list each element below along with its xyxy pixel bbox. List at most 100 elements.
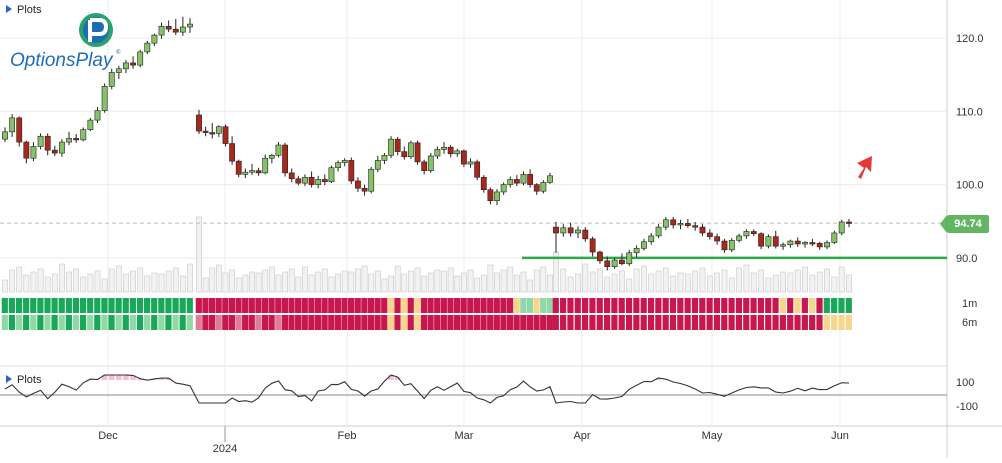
candle-body [179, 26, 186, 33]
volume-bar [758, 269, 764, 293]
expand-triangle-icon [6, 5, 12, 13]
volume-bar [196, 216, 202, 293]
heatmap-cell [567, 315, 574, 330]
volume-bar [59, 263, 65, 293]
heatmap-cell [44, 315, 51, 330]
heatmap-cell [202, 298, 209, 313]
volume-bar [341, 270, 348, 293]
plots-toggle-bottom[interactable]: Plots [6, 374, 41, 386]
heatmap-cell [295, 315, 302, 330]
heatmap-cell [750, 298, 757, 313]
volume-bar [94, 270, 101, 293]
candle-body [520, 174, 527, 184]
heatmap-cell [268, 315, 275, 330]
candle-body [59, 141, 65, 154]
heatmap-cell [348, 315, 355, 330]
volume-bar [222, 272, 229, 293]
volume-bar [335, 273, 341, 293]
heatmap-row-label-1m: 1m [962, 298, 978, 310]
candle-body [824, 242, 830, 248]
candle-body [196, 114, 202, 132]
plots-toggle-top[interactable]: Plots [6, 4, 41, 16]
candle-body [288, 172, 295, 180]
heatmap-cell [136, 298, 144, 313]
heatmap-cell [321, 315, 328, 330]
heatmap-cell [414, 298, 421, 313]
heatmap-cell [434, 315, 441, 330]
heatmap-cell [684, 315, 691, 330]
volume-bar [295, 276, 302, 293]
heatmap-cell [669, 315, 677, 330]
candle-body [23, 141, 30, 159]
candle-body [151, 34, 158, 44]
volume-bar [302, 266, 308, 293]
heatmap-cell [321, 298, 328, 313]
volume-bar [728, 277, 735, 293]
candle-body [187, 23, 193, 28]
heatmap-cell [427, 315, 434, 330]
heatmap-cell [713, 315, 721, 330]
heatmap-cell [787, 315, 794, 330]
heatmap-cell [655, 315, 662, 330]
heatmap-cell [625, 298, 633, 313]
heatmap-cell [647, 315, 655, 330]
heatmap-cell [79, 315, 87, 330]
volume-bar [547, 274, 553, 293]
candle-body [44, 135, 51, 151]
candle-body [87, 119, 94, 130]
bullish-arrow-icon [857, 156, 872, 179]
heatmap-cell [447, 298, 454, 313]
candle-body [355, 180, 361, 189]
volume-bar [533, 269, 540, 293]
heatmap-cell [381, 315, 388, 330]
heatmap-cell [574, 315, 581, 330]
candle-body [51, 149, 58, 154]
heatmap-cell [552, 315, 559, 330]
volume-bar [101, 278, 108, 293]
volume-bar [611, 273, 618, 293]
heatmap-cell [618, 315, 625, 330]
candle-body [809, 242, 816, 245]
volume-bar [137, 267, 144, 293]
volume-bar [187, 263, 193, 293]
heatmap-cell [202, 315, 209, 330]
volume-bar [394, 265, 401, 293]
heatmap-cell [136, 315, 144, 330]
x-tick-label: Apr [573, 430, 590, 442]
heatmap-cell [328, 315, 335, 330]
heatmap-cell [37, 315, 44, 330]
volume-bar [288, 268, 295, 293]
heatmap-cell [520, 315, 527, 330]
heatmap-cell [480, 298, 487, 313]
heatmap-cell [779, 315, 786, 330]
candle-body [414, 142, 421, 163]
heatmap-cell [845, 298, 852, 313]
candle-body [750, 231, 757, 235]
heatmap-cell [1, 298, 8, 313]
heatmap-cell [691, 298, 699, 313]
heatmap-cell [831, 315, 838, 330]
volume-bar [80, 276, 87, 293]
volume-bar [772, 274, 779, 293]
heatmap-cell [540, 315, 547, 330]
volume-bar [215, 264, 222, 293]
plots-toggle-top-label: Plots [17, 4, 42, 16]
volume-bar [421, 275, 428, 293]
volume-bar [582, 263, 589, 293]
heatmap-cell [87, 298, 94, 313]
volume-bar [202, 277, 209, 293]
candle-body [388, 138, 394, 156]
volume-bar [633, 268, 640, 293]
candle-body [302, 176, 308, 184]
volume-bar [66, 271, 72, 293]
heatmap-cell [721, 315, 728, 330]
heatmap-cell [394, 315, 401, 330]
candle-body [130, 62, 136, 66]
heatmap-cell [596, 315, 603, 330]
volume-bar [640, 265, 647, 293]
heatmap-cell [30, 298, 37, 313]
candle-body [467, 161, 474, 165]
candle-body [655, 226, 662, 237]
heatmap-cell [407, 315, 414, 330]
